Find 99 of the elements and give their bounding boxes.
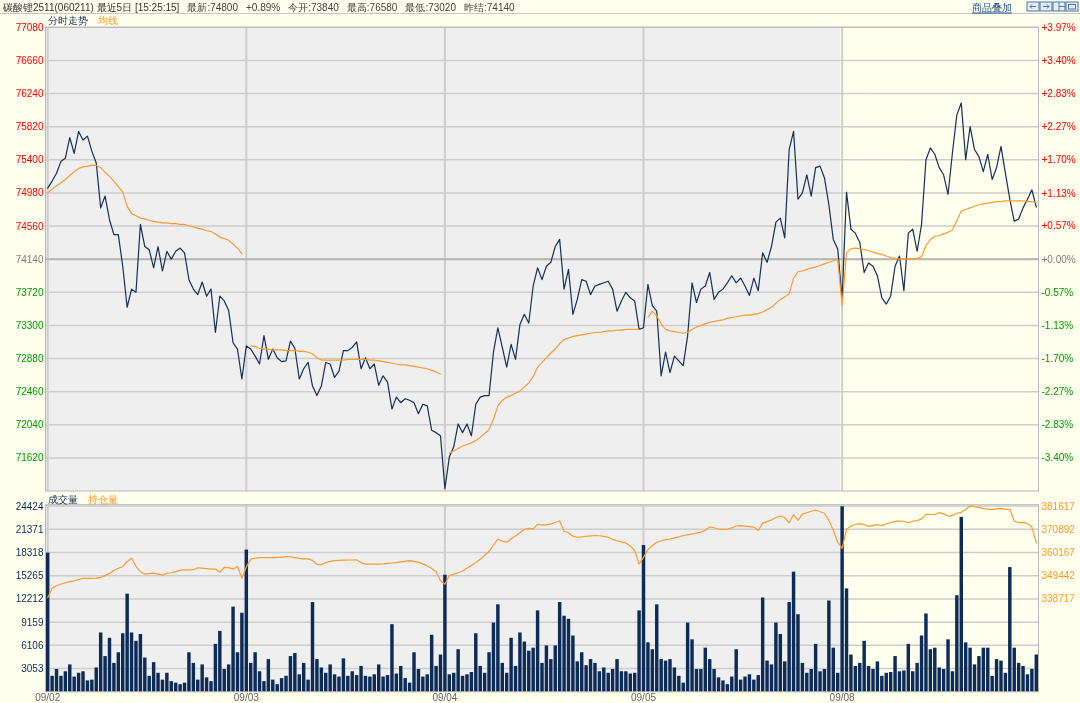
x-tick-label: 09/03 — [233, 691, 260, 703]
y-tick-label: 77080 — [15, 21, 44, 33]
bar — [200, 664, 204, 692]
bar — [999, 660, 1003, 692]
y-tick-label: 74140 — [15, 253, 44, 265]
bar — [496, 604, 500, 692]
y-tick-label: 24424 — [15, 500, 44, 512]
bar — [443, 574, 447, 692]
y-tick-label: 76660 — [15, 54, 44, 66]
bar — [624, 671, 628, 692]
bar — [456, 649, 460, 692]
bar — [721, 680, 725, 692]
y2-tick-label: +1.13% — [1041, 187, 1076, 199]
bar — [924, 613, 928, 692]
text: 持仓量 — [87, 493, 118, 505]
y2-tick-label: 338717 — [1041, 593, 1076, 605]
y2-tick-label: -1.13% — [1041, 319, 1074, 331]
bar — [253, 652, 257, 692]
x-tick-label: 09/05 — [630, 691, 657, 703]
y-tick-label: 72040 — [15, 419, 44, 431]
y-tick-label: 75400 — [15, 154, 44, 166]
y2-tick-label: +0.00% — [1041, 253, 1076, 265]
y-tick-label: 74560 — [15, 220, 44, 232]
bar — [774, 622, 778, 692]
bar — [862, 640, 866, 692]
bar — [893, 656, 897, 692]
bar — [328, 664, 332, 692]
y-tick-label: 71620 — [15, 452, 44, 464]
y2-tick-label: 381617 — [1041, 500, 1076, 512]
text: 最高:76580 — [346, 1, 398, 13]
text: 昨结:74140 — [463, 1, 516, 13]
y2-tick-label: +1.70% — [1041, 154, 1076, 166]
bar — [465, 674, 469, 692]
bar — [743, 676, 747, 692]
y-tick-label: 75820 — [15, 121, 44, 133]
y2-tick-label: +2.83% — [1041, 88, 1076, 100]
bar — [734, 649, 738, 692]
bar — [593, 662, 597, 692]
x-tick-label: 09/02 — [35, 691, 61, 703]
bar — [1008, 567, 1012, 692]
bar — [668, 659, 672, 692]
bar — [518, 632, 522, 692]
y2-tick-label: +3.97% — [1041, 21, 1076, 33]
y-tick-label: 76240 — [15, 88, 44, 100]
y2-tick-label: -0.57% — [1041, 286, 1074, 298]
bar — [390, 624, 394, 692]
text: 成交量 — [47, 493, 78, 505]
text: 分时走势 — [47, 15, 88, 26]
bar — [359, 665, 363, 692]
y2-tick-label: -1.70% — [1041, 352, 1074, 364]
bar — [933, 647, 937, 692]
bar — [165, 672, 169, 692]
y2-tick-label: 349442 — [1041, 570, 1076, 582]
bar — [615, 659, 619, 692]
y-tick-label: 18318 — [15, 546, 44, 558]
y2-tick-label: -3.40% — [1041, 452, 1074, 464]
y2-tick-label: +0.57% — [1041, 220, 1076, 232]
y-tick-label: 15265 — [15, 570, 44, 582]
text: 今开:73840 — [288, 1, 340, 13]
y2-tick-label: 370892 — [1041, 523, 1076, 535]
y2-tick-label: -2.27% — [1041, 386, 1074, 398]
text: +0.89% — [246, 1, 281, 13]
x-tick-label: 09/04 — [432, 691, 458, 703]
y2-tick-label: -2.83% — [1041, 418, 1074, 430]
text: 商品叠加 — [972, 1, 1012, 13]
bar — [827, 600, 831, 692]
bar — [293, 653, 297, 692]
bar — [218, 630, 222, 692]
y-tick-label: 73720 — [15, 286, 44, 298]
bar — [602, 667, 606, 692]
bar — [368, 676, 372, 692]
bar — [1021, 665, 1025, 692]
bar — [125, 593, 129, 692]
y2-tick-label: 360167 — [1041, 546, 1076, 558]
y2-tick-label: +3.40% — [1041, 55, 1076, 67]
bar — [509, 637, 513, 692]
line-series — [47, 102, 1037, 490]
bar — [187, 652, 191, 692]
bar — [412, 652, 416, 692]
y-tick-label: 21371 — [15, 523, 44, 535]
bar — [946, 639, 950, 692]
y-tick-label: 3053 — [21, 663, 44, 675]
text: 均线 — [96, 15, 118, 26]
y-tick-label: 6106 — [21, 639, 44, 651]
y-tick-label: 9159 — [21, 616, 44, 628]
y-tick-label: 73300 — [15, 319, 44, 331]
y-tick-label: 72880 — [15, 353, 44, 365]
bar — [231, 606, 235, 692]
text: 最低:73020 — [405, 1, 457, 13]
y-tick-label: 12212 — [15, 593, 44, 605]
text: 最新:74800 — [187, 1, 239, 13]
bar — [474, 633, 478, 692]
y-tick-label: 74980 — [15, 187, 44, 199]
bar — [81, 671, 85, 692]
y2-tick-label: +2.27% — [1041, 121, 1076, 133]
chart-title: 碳酸锂2511(060211) 最近5日 [15:25:15] — [2, 1, 180, 13]
bar — [178, 684, 182, 692]
x-tick-label: 09/08 — [829, 691, 856, 703]
y-tick-label: 72460 — [15, 386, 44, 398]
